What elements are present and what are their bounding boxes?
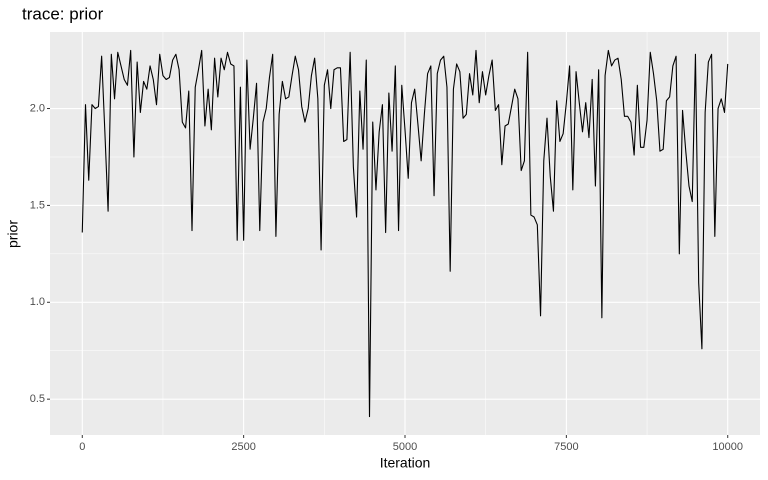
x-tick-label: 5000	[393, 441, 417, 453]
x-axis-label: Iteration	[380, 455, 431, 471]
x-tick-label: 7500	[554, 441, 578, 453]
y-tick-label: 2.0	[30, 102, 45, 114]
y-tick-label: 1.0	[30, 296, 45, 308]
chart-title: trace: prior	[22, 4, 104, 23]
trace-line	[81, 49, 729, 418]
x-tick-label: 2500	[231, 441, 255, 453]
x-tick-label: 10000	[712, 441, 743, 453]
y-tick-label: 0.5	[30, 393, 45, 405]
y-tick-label: 1.5	[30, 199, 45, 211]
x-tick-label: 0	[79, 441, 85, 453]
y-axis-label: prior	[5, 220, 21, 248]
